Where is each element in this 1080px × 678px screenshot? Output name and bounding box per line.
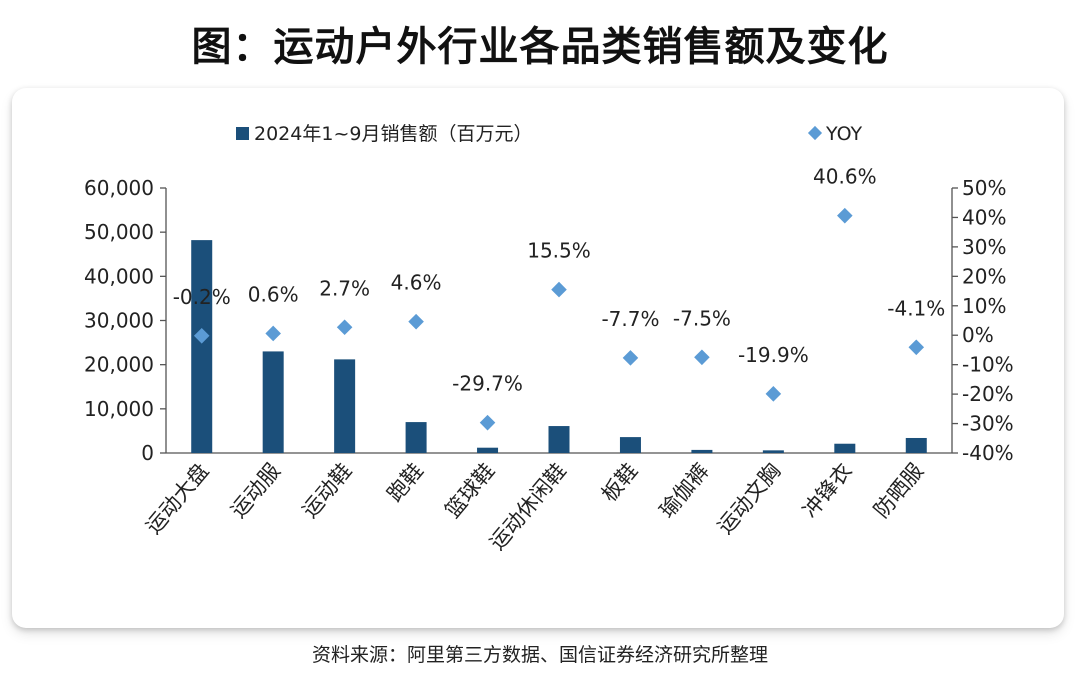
legend-bar-swatch [236, 127, 249, 140]
yoy-data-label: -7.5% [673, 306, 731, 330]
yoy-data-label: 2.7% [319, 276, 370, 300]
x-category-label: 防晒服 [869, 459, 928, 523]
right-y-tick-label: -30% [962, 412, 1014, 436]
yoy-point-运动文胸 [765, 386, 782, 402]
x-category-label: 运动服 [226, 459, 285, 523]
page-title: 图：运动户外行业各品类销售额及变化 [191, 24, 889, 70]
right-y-tick-label: -40% [962, 441, 1014, 465]
yoy-data-label: 40.6% [813, 165, 877, 189]
yoy-data-label: 4.6% [391, 271, 442, 295]
sales-bar-运动服 [262, 351, 284, 453]
x-category-label: 板鞋 [597, 459, 642, 507]
sales-bar-瑜伽裤 [691, 449, 713, 453]
x-category-label: 冲锋衣 [798, 459, 857, 523]
yoy-data-label: -4.1% [887, 296, 945, 320]
sales-bar-运动休闲鞋 [548, 426, 570, 453]
left-y-tick-label: 10,000 [84, 397, 154, 421]
x-category-label: 运动鞋 [298, 459, 357, 523]
right-y-tick-label: 10% [962, 294, 1006, 318]
left-y-tick-label: 50,000 [84, 220, 154, 244]
left-y-tick-label: 30,000 [84, 309, 154, 333]
x-category-label: 瑜伽裤 [655, 459, 714, 523]
yoy-point-跑鞋 [408, 313, 424, 330]
right-y-tick-label: 30% [962, 235, 1006, 259]
x-category-label: 跑鞋 [383, 459, 428, 507]
right-y-tick-label: 50% [962, 176, 1006, 200]
yoy-data-label: -0.2% [173, 285, 231, 309]
right-y-tick-label: 40% [962, 205, 1006, 229]
left-y-tick-label: 60,000 [84, 176, 154, 200]
right-y-tick-label: 20% [962, 264, 1006, 288]
yoy-point-冲锋衣 [837, 207, 853, 224]
sales-bar-防晒服 [905, 437, 927, 453]
legend-bar-label: 2024年1~9月销售额（百万元） [254, 123, 532, 145]
yoy-point-板鞋 [622, 350, 639, 366]
left-y-tick-label: 0 [141, 441, 154, 465]
legend-yoy-label: YOY [825, 123, 862, 145]
x-category-label: 篮球鞋 [440, 459, 499, 523]
sales-bar-运动文胸 [762, 450, 784, 453]
x-category-label: 运动文胸 [713, 459, 785, 539]
sales-bar-运动大盘 [191, 240, 213, 453]
right-y-tick-label: 0% [962, 323, 994, 347]
left-y-tick-label: 20,000 [84, 353, 154, 377]
sales-bar-跑鞋 [405, 422, 427, 453]
yoy-point-运动休闲鞋 [551, 281, 567, 298]
yoy-point-运动服 [265, 325, 281, 342]
yoy-point-运动大盘 [193, 328, 210, 344]
yoy-point-篮球鞋 [479, 414, 496, 431]
yoy-point-瑜伽裤 [694, 349, 710, 366]
source-note: 资料来源：阿里第三方数据、国信证券经济研究所整理 [311, 644, 768, 666]
right-y-tick-label: -20% [962, 382, 1014, 406]
right-y-tick-label: -10% [962, 353, 1014, 377]
sales-bar-篮球鞋 [477, 447, 499, 453]
yoy-point-运动鞋 [336, 319, 353, 336]
x-category-label: 运动大盘 [141, 459, 213, 539]
yoy-point-防晒服 [908, 339, 925, 356]
yoy-data-label: -7.7% [601, 307, 659, 331]
chart: 2024年1~9月销售额（百万元） YOY 0 10,000 20,000 30,00… [84, 123, 1014, 555]
yoy-data-label: 0.6% [248, 282, 299, 306]
yoy-data-label: 15.5% [527, 239, 591, 263]
sales-bar-冲锋衣 [834, 443, 856, 453]
chart-panel: 2024年1~9月销售额（百万元） YOY 0 10,000 20,000 30,00… [12, 88, 1064, 628]
left-y-tick-label: 40,000 [84, 264, 154, 288]
legend-yoy-swatch [807, 125, 823, 141]
sales-bar-运动鞋 [334, 359, 356, 453]
yoy-data-label: -19.9% [738, 343, 809, 367]
sales-bar-板鞋 [619, 437, 641, 453]
yoy-data-label: -29.7% [452, 372, 523, 396]
